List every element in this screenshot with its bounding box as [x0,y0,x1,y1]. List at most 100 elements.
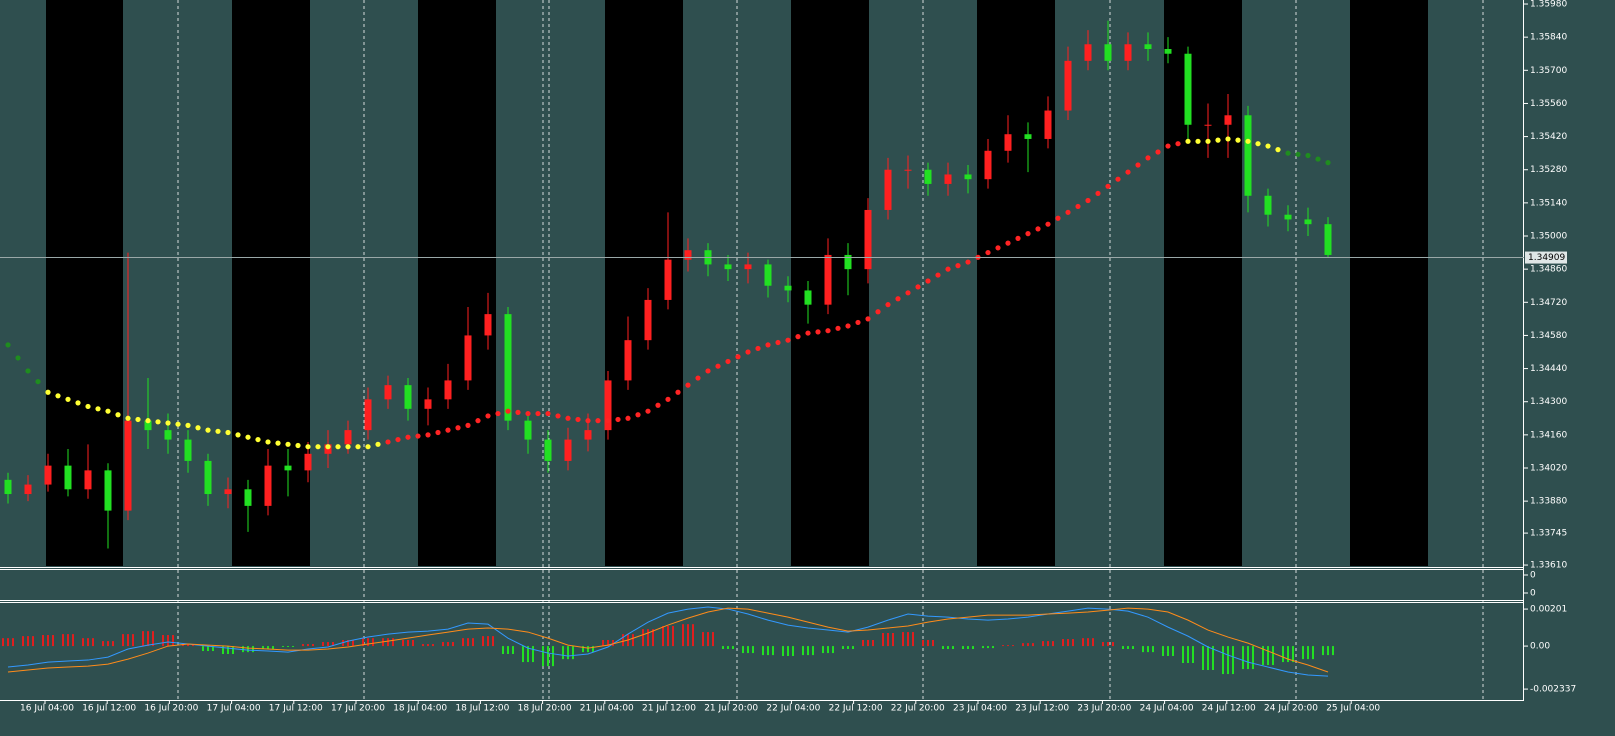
ma-dot [385,439,391,445]
ma-dot [475,418,481,424]
y-tick-label: 1.33880 [1530,497,1567,507]
macd-histogram-bar [992,646,994,649]
macd-histogram-bar [572,646,574,660]
candle-body [424,399,432,409]
macd-histogram-bar [1052,641,1054,647]
ma-dot [1255,141,1261,147]
macd-histogram-bar [452,642,454,647]
day-separators [177,0,1484,700]
macd-histogram-bar [742,646,744,654]
ma-dot [705,368,711,374]
macd-histogram-bar [762,646,764,656]
macd-histogram-bar [1067,639,1069,647]
ma-dot [85,403,91,410]
macd-histogram-bar [1242,646,1244,670]
macd-histogram-bar [862,639,864,647]
macd-histogram-bar [87,638,89,647]
candle-body [764,264,772,286]
macd-histogram-bar [522,646,524,663]
macd-histogram-bar [507,646,509,654]
ma-dot [625,415,631,421]
macd-histogram-bar [662,626,664,647]
ma-dot [1025,231,1031,237]
candle-body [844,254,852,270]
macd-histogram-bar [592,646,594,653]
macd-histogram-bar [287,646,289,647]
x-tick-label: 24 Jul 04:00 [1140,704,1194,714]
macd-histogram-bar [747,646,749,654]
x-tick-label: 22 Jul 04:00 [766,704,820,714]
macd-histogram-bar [102,641,104,647]
macd-histogram-bar [832,646,834,654]
macd-histogram-bar [647,629,649,647]
macd-histogram-bar [192,644,194,647]
macd-histogram-bar [882,633,884,647]
ma-dot [825,328,831,334]
macd-histogram-bar [702,632,704,647]
x-tick-label: 23 Jul 12:00 [1015,704,1069,714]
macd-histogram-bar [972,646,974,650]
ma-dot [205,427,211,433]
ma-dot [435,429,441,436]
macd-histogram-bar [872,639,874,647]
ma-dot [535,410,541,417]
macd-histogram-bar [772,646,774,656]
macd-histogram-bar [667,626,669,647]
macd-histogram-bar [782,646,784,657]
macd-histogram-bar [1087,638,1089,647]
ma-dot [165,420,171,426]
macd-histogram-bar [732,646,734,650]
candle-body [944,174,952,184]
ma-dot [1135,162,1141,168]
ma-dot [1295,151,1301,157]
candle-body [524,420,532,440]
ma-dot [1245,138,1251,144]
macd-histogram-bar [292,646,294,647]
candle-body [204,460,212,495]
x-tick-label: 23 Jul 20:00 [1077,704,1131,714]
macd-histogram-bar [1287,646,1289,663]
candle-body [244,489,252,506]
ma-dot [1165,143,1171,149]
ma-dot [665,396,671,402]
candle-body [284,465,292,471]
ma-dot [425,432,431,438]
macd-histogram-bar [987,646,989,649]
candle-body [644,299,652,341]
ma-dot [955,263,961,269]
x-tick-label: 22 Jul 20:00 [891,704,945,714]
ma-dot [15,355,21,361]
ma-dot [255,436,261,443]
y-tick-label: 1.33610 [1530,561,1567,571]
candle-body [1024,134,1032,139]
x-tick-label: 18 Jul 20:00 [518,704,572,714]
candle-body [884,169,892,210]
ma-dot [125,415,131,421]
macd-histogram-bar [552,646,554,667]
macd-histogram-bar [767,646,769,656]
macd-histogram-bar [1327,646,1329,656]
x-tick-label: 18 Jul 12:00 [455,704,509,714]
ma-dot [585,418,591,424]
candle-body [24,484,32,495]
last-price-box [1525,251,1567,264]
macd-histogram-bar [587,646,589,653]
ma-dot [1115,176,1121,182]
macd-histogram-bar [127,634,129,647]
macd-histogram-bar [242,646,244,653]
x-tick-label: 25 Jul 04:00 [1326,704,1380,714]
candle-body [1264,195,1272,215]
macd-histogram-bar [902,632,904,647]
macd-histogram-bar [1072,639,1074,647]
macd-histogram-bar [1167,646,1169,657]
macd-histogram-bar [1272,646,1274,666]
candle-body [384,385,392,400]
macd-histogram-bar [462,638,464,647]
y-tick-label: 1.34720 [1530,298,1567,308]
macd-histogram-bar [547,646,549,667]
ma-dot [115,412,121,418]
macd-histogram-bar [687,624,689,647]
macd-histogram-bar [227,646,229,654]
macd-histogram-bar [852,646,854,650]
macd-histogram-bar [1262,646,1264,666]
